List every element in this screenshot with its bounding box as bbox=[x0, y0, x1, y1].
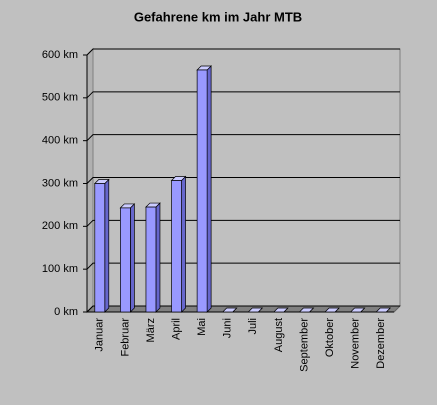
bar-side bbox=[104, 178, 110, 313]
grid-line bbox=[86, 134, 400, 142]
bar-top bbox=[273, 307, 289, 313]
x-tick-label: Dezember bbox=[375, 318, 387, 369]
x-tick-label: September bbox=[298, 318, 310, 372]
bar-top bbox=[324, 307, 340, 313]
bar-side bbox=[206, 65, 212, 313]
y-tick-label: 400 km bbox=[42, 135, 78, 147]
x-tick-label: Mai bbox=[196, 318, 208, 336]
bar bbox=[94, 183, 106, 313]
x-tick-label: Oktober bbox=[324, 318, 336, 357]
x-tick-label: August bbox=[273, 318, 285, 352]
x-tick-label: April bbox=[170, 318, 182, 340]
bar-top bbox=[375, 307, 392, 313]
x-tick-label: Juni bbox=[222, 318, 234, 338]
y-tick-label: 300 km bbox=[42, 177, 78, 189]
bar-top bbox=[349, 307, 366, 313]
bar bbox=[196, 69, 208, 313]
grid-line bbox=[86, 177, 400, 184]
bar-top bbox=[247, 307, 264, 313]
x-tick-label: März bbox=[145, 318, 157, 342]
grid-line bbox=[86, 305, 400, 313]
y-tick-label: 200 km bbox=[42, 220, 78, 232]
bar-side bbox=[155, 202, 161, 313]
bar bbox=[145, 206, 157, 313]
y-tick-label: 600 km bbox=[42, 49, 78, 61]
bar bbox=[171, 180, 182, 313]
bar-top bbox=[221, 307, 238, 313]
bar-side bbox=[130, 203, 135, 313]
y-tick-label: 0 km bbox=[54, 306, 78, 318]
grid-line bbox=[86, 91, 400, 99]
x-tick-label: November bbox=[350, 318, 362, 369]
bar-side bbox=[181, 175, 186, 313]
bar bbox=[120, 207, 131, 313]
x-tick-label: Juli bbox=[247, 318, 259, 335]
y-tick-label: 100 km bbox=[42, 263, 78, 275]
bar-top bbox=[298, 307, 315, 313]
grid-line bbox=[86, 48, 400, 56]
grid-line bbox=[86, 262, 400, 270]
x-tick-label: Januar bbox=[94, 318, 106, 352]
chart-title: Gefahrene km im Jahr MTB bbox=[134, 9, 302, 24]
x-tick-label: Februar bbox=[119, 318, 131, 357]
y-tick-label: 500 km bbox=[42, 92, 78, 104]
grid-line bbox=[86, 219, 400, 227]
